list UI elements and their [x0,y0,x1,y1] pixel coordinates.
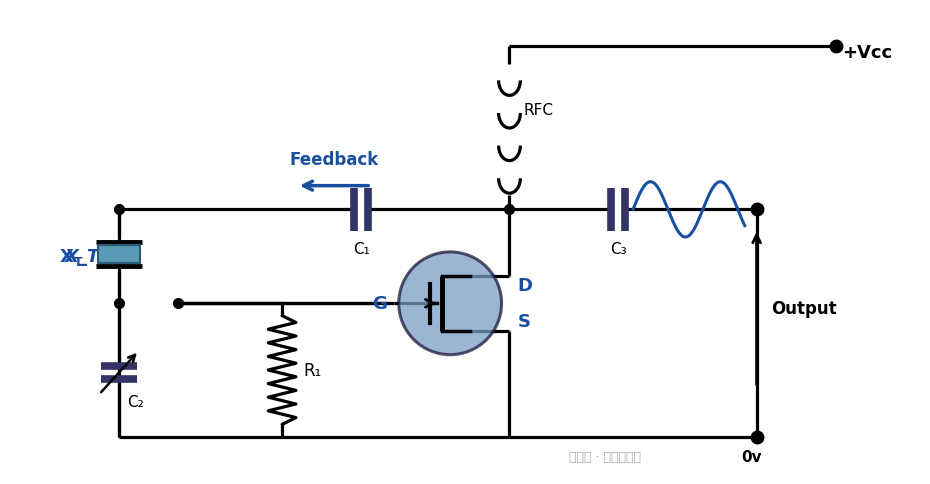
Text: RFC: RFC [524,103,553,118]
Text: C₂: C₂ [126,394,143,409]
Text: S: S [517,313,530,331]
Text: D: D [517,277,532,295]
Text: T: T [73,256,82,269]
Circle shape [399,252,501,355]
Text: Feedback: Feedback [289,151,379,168]
Text: C₁: C₁ [352,242,369,257]
Text: G: G [372,295,387,313]
Text: Output: Output [772,300,837,318]
Text: X: X [60,247,73,265]
Text: C₃: C₃ [610,242,627,257]
Text: R₁: R₁ [304,361,322,379]
Text: 0v: 0v [741,449,762,464]
Bar [99,245,140,263]
Text: +Vcc: +Vcc [842,44,892,62]
Text: X_T: X_T [65,247,100,265]
Text: 公众号 · 硬件攻城狮: 公众号 · 硬件攻城狮 [569,450,641,463]
